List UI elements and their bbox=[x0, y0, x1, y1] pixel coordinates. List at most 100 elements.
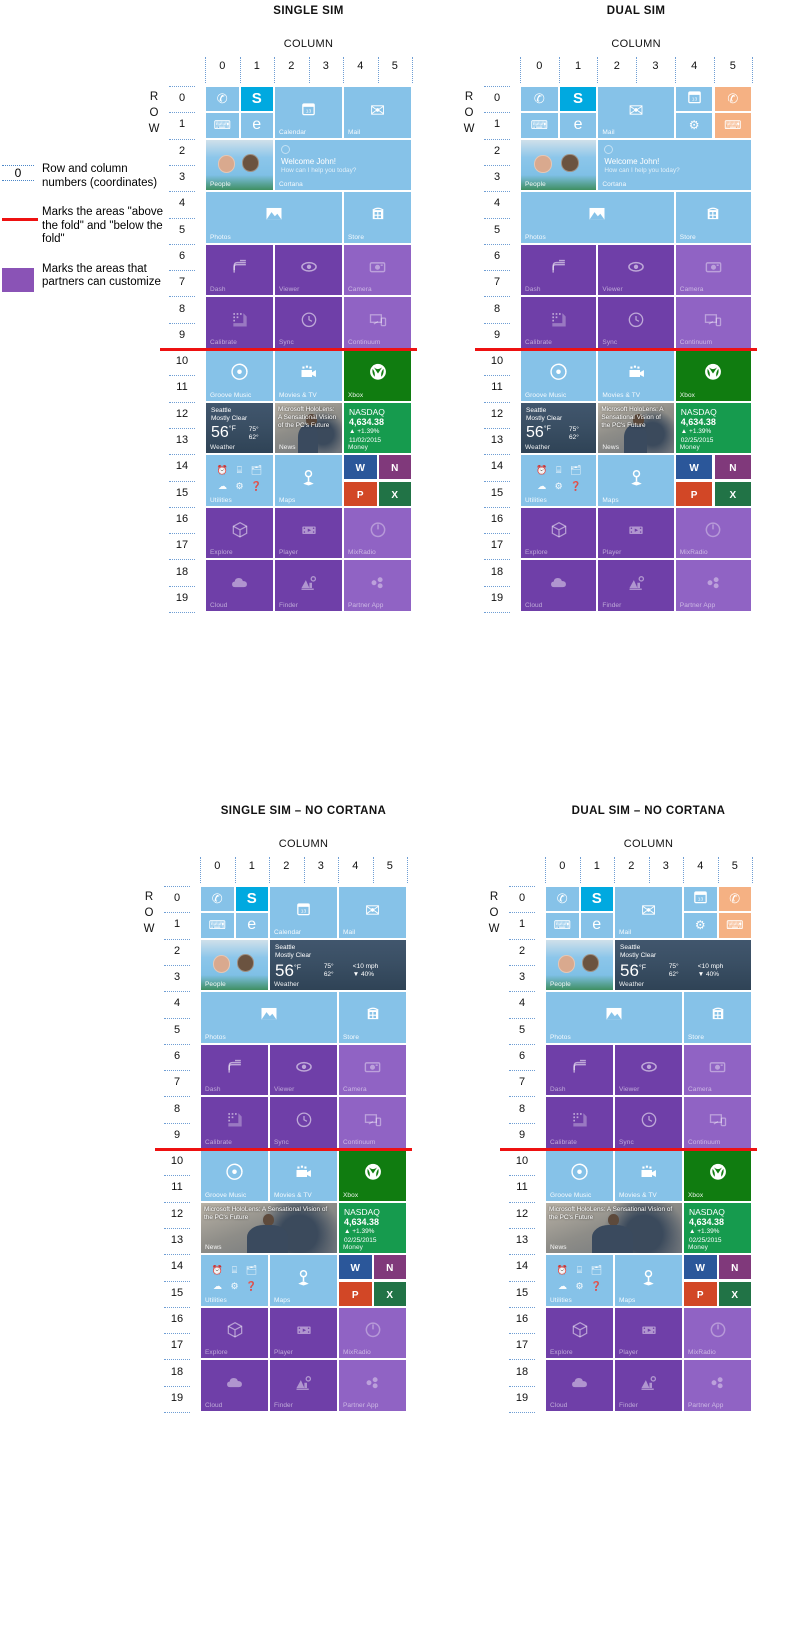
tile-photos[interactable]: Photos bbox=[201, 992, 337, 1043]
tile-weather[interactable]: Seattle Mostly Clear 56°F 75° 62° Weather bbox=[521, 402, 597, 454]
tile-continuum[interactable]: Continuum bbox=[675, 297, 752, 348]
tile-partner-app[interactable]: Partner App bbox=[684, 1360, 751, 1411]
tile-finder[interactable]: Finder bbox=[615, 1360, 682, 1411]
tile-explore[interactable]: Explore bbox=[201, 1307, 268, 1359]
tile-people[interactable]: People bbox=[201, 939, 268, 991]
tile-cloud[interactable]: Cloud bbox=[201, 1360, 268, 1411]
tile-continuum[interactable]: Continuum bbox=[339, 1097, 406, 1148]
tile-messaging[interactable]: ⌨ bbox=[206, 113, 239, 138]
tile-viewer[interactable]: Viewer bbox=[270, 1044, 337, 1096]
tile-calibrate[interactable]: Calibrate bbox=[201, 1097, 268, 1148]
tile-maps[interactable]: Maps bbox=[270, 1255, 337, 1306]
tile-word[interactable]: W bbox=[675, 455, 713, 480]
tile-groove-music[interactable]: Groove Music bbox=[521, 350, 597, 401]
tile-player[interactable]: Player bbox=[275, 507, 342, 559]
tile-excel[interactable]: X bbox=[378, 481, 411, 506]
tile-money[interactable]: NASDAQ 4,634.38 ▲ +1.39% 02/25/2015 Money bbox=[675, 402, 752, 454]
tile-finder[interactable]: Finder bbox=[270, 1360, 337, 1411]
tile-groove-music[interactable]: Groove Music bbox=[201, 1150, 268, 1201]
tile-mixradio[interactable]: MixRadio bbox=[339, 1307, 406, 1359]
tile-viewer[interactable]: Viewer bbox=[598, 244, 674, 296]
tile-skype[interactable]: S bbox=[240, 87, 273, 112]
tile-camera[interactable]: Camera bbox=[344, 244, 411, 296]
tile-cloud[interactable]: Cloud bbox=[521, 560, 597, 611]
tile-partner-app[interactable]: Partner App bbox=[675, 560, 752, 611]
tile-photos[interactable]: Photos bbox=[206, 192, 342, 243]
tile-utilities[interactable]: ⏰ ⌸ 🗂 ☁ ⚙ ❓ Utilities bbox=[206, 455, 273, 506]
tile-people[interactable]: People bbox=[546, 939, 613, 991]
tile-maps[interactable]: Maps bbox=[615, 1255, 682, 1306]
tile-phone[interactable]: ✆ bbox=[206, 87, 239, 112]
tile-camera[interactable]: Camera bbox=[675, 244, 752, 296]
tile-sync[interactable]: Sync bbox=[270, 1097, 337, 1148]
tile-mail[interactable]: ✉ Mail bbox=[344, 87, 411, 138]
tile-sync[interactable]: Sync bbox=[598, 297, 674, 348]
tile-utilities[interactable]: ⏰ ⌸ 🗂 ☁ ⚙ ❓ Utilities bbox=[201, 1255, 268, 1306]
tile-skype[interactable]: S bbox=[235, 887, 268, 912]
tile-movies-tv[interactable]: Movies & TV bbox=[270, 1150, 337, 1201]
tile-news[interactable]: Microsoft HoloLens: A Sensational Vision… bbox=[598, 402, 674, 454]
tile-utilities[interactable]: ⏰ ⌸ 🗂 ☁ ⚙ ❓ Utilities bbox=[521, 455, 597, 506]
tile-player[interactable]: Player bbox=[598, 507, 674, 559]
tile-powerpoint[interactable]: P bbox=[684, 1281, 717, 1306]
tile-phone[interactable]: ✆ bbox=[546, 887, 579, 912]
tile-word[interactable]: W bbox=[344, 455, 377, 480]
tile-edge[interactable]: e bbox=[580, 913, 613, 938]
tile-news[interactable]: Microsoft HoloLens: A Sensational Vision… bbox=[275, 402, 342, 454]
tile-xbox[interactable]: Xbox bbox=[675, 350, 752, 401]
tile-onenote[interactable]: N bbox=[714, 455, 752, 480]
tile-calibrate[interactable]: Calibrate bbox=[206, 297, 273, 348]
tile-excel[interactable]: X bbox=[718, 1281, 751, 1306]
tile-mail[interactable]: ✉ Mail bbox=[339, 887, 406, 938]
tile-mail[interactable]: ✉ Mail bbox=[615, 887, 682, 938]
tile-weather[interactable]: Seattle Mostly Clear 56°F 75° 62° <10 mph ▼ 40… bbox=[270, 939, 406, 991]
tile-store[interactable]: Store bbox=[339, 992, 406, 1043]
tile-movies-tv[interactable]: Movies & TV bbox=[615, 1150, 682, 1201]
tile-store[interactable]: Store bbox=[675, 192, 752, 243]
tile-powerpoint[interactable]: P bbox=[339, 1281, 372, 1306]
tile-player[interactable]: Player bbox=[615, 1307, 682, 1359]
tile-messaging-2[interactable]: ⌨ bbox=[718, 913, 751, 938]
tile-excel[interactable]: X bbox=[714, 481, 752, 506]
tile-sync[interactable]: Sync bbox=[615, 1097, 682, 1148]
tile-dash[interactable]: Dash bbox=[201, 1044, 268, 1096]
tile-calendar[interactable]: 13 Calendar bbox=[270, 887, 337, 938]
tile-news[interactable]: Microsoft HoloLens: A Sensational Vision… bbox=[546, 1202, 682, 1254]
tile-groove-music[interactable]: Groove Music bbox=[206, 350, 273, 401]
tile-explore[interactable]: Explore bbox=[546, 1307, 613, 1359]
tile-messaging[interactable]: ⌨ bbox=[201, 913, 234, 938]
tile-people[interactable]: People bbox=[206, 139, 273, 191]
tile-skype[interactable]: S bbox=[559, 87, 597, 112]
tile-xbox[interactable]: Xbox bbox=[339, 1150, 406, 1201]
tile-phone-2[interactable]: ✆ bbox=[718, 887, 751, 912]
tile-powerpoint[interactable]: P bbox=[675, 481, 713, 506]
tile-photos[interactable]: Photos bbox=[521, 192, 674, 243]
tile-store[interactable]: Store bbox=[684, 992, 751, 1043]
tile-partner-app[interactable]: Partner App bbox=[344, 560, 411, 611]
tile-partner-app[interactable]: Partner App bbox=[339, 1360, 406, 1411]
tile-messaging-2[interactable]: ⌨ bbox=[714, 113, 752, 138]
tile-groove-music[interactable]: Groove Music bbox=[546, 1150, 613, 1201]
tile-utilities[interactable]: ⏰ ⌸ 🗂 ☁ ⚙ ❓ Utilities bbox=[546, 1255, 613, 1306]
tile-edge[interactable]: e bbox=[240, 113, 273, 138]
tile-calendar[interactable]: 13 bbox=[675, 87, 713, 112]
tile-xbox[interactable]: Xbox bbox=[684, 1150, 751, 1201]
tile-movies-tv[interactable]: Movies & TV bbox=[275, 350, 342, 401]
tile-cortana[interactable]: Welcome John! How can I help you today? Co… bbox=[275, 139, 411, 191]
tile-edge[interactable]: e bbox=[559, 113, 597, 138]
tile-calibrate[interactable]: Calibrate bbox=[521, 297, 597, 348]
tile-maps[interactable]: Maps bbox=[275, 455, 342, 506]
tile-camera[interactable]: Camera bbox=[339, 1044, 406, 1096]
tile-calendar[interactable]: 13 Calendar bbox=[275, 87, 342, 138]
tile-calendar[interactable]: 13 bbox=[684, 887, 717, 912]
tile-powerpoint[interactable]: P bbox=[344, 481, 377, 506]
tile-phone[interactable]: ✆ bbox=[521, 87, 558, 112]
tile-cloud[interactable]: Cloud bbox=[206, 560, 273, 611]
tile-weather[interactable]: Seattle Mostly Clear 56°F 75° 62° Weather bbox=[206, 402, 273, 454]
tile-excel[interactable]: X bbox=[373, 1281, 406, 1306]
tile-mixradio[interactable]: MixRadio bbox=[675, 507, 752, 559]
tile-camera[interactable]: Camera bbox=[684, 1044, 751, 1096]
tile-weather[interactable]: Seattle Mostly Clear 56°F 75° 62° <10 mph ▼ 40… bbox=[615, 939, 751, 991]
tile-phone[interactable]: ✆ bbox=[201, 887, 234, 912]
tile-explore[interactable]: Explore bbox=[206, 507, 273, 559]
